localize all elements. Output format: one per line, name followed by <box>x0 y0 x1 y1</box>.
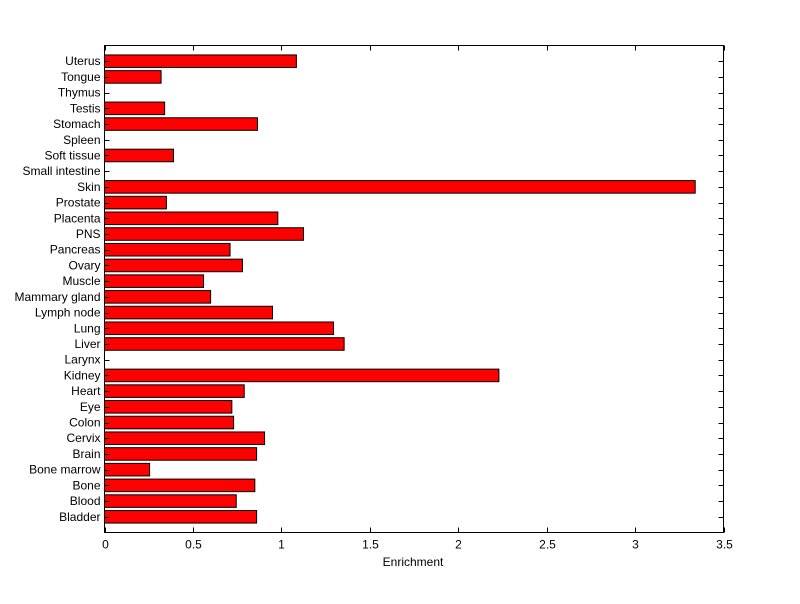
y-tick-label: Bone <box>72 478 100 492</box>
x-tick-label: 0 <box>102 538 109 552</box>
bar-cervix <box>104 431 266 446</box>
y-tick-label: Skin <box>77 180 100 194</box>
bar-bone <box>104 478 256 493</box>
y-tick-label: Pancreas <box>50 243 101 257</box>
y-tick-label: Spleen <box>63 133 100 147</box>
x-tick-label: 2.5 <box>539 538 556 552</box>
y-tick-label: Lung <box>74 321 101 335</box>
bar-blood <box>104 494 237 508</box>
x-tick-label: 1 <box>278 538 285 552</box>
x-tick-label: 3.5 <box>716 538 733 552</box>
bar-testis <box>104 101 166 116</box>
y-tick-label: Eye <box>80 400 101 414</box>
bar-placenta <box>104 211 279 226</box>
bar-kidney <box>104 368 500 383</box>
bar-bone-marrow <box>104 462 151 477</box>
y-tick-label: Soft tissue <box>44 148 100 162</box>
y-tick-label: Heart <box>71 384 101 398</box>
bar-soft-tissue <box>104 148 174 163</box>
y-tick-label: Lymph node <box>35 306 101 320</box>
bar-stomach <box>104 117 258 131</box>
bar-lung <box>104 321 335 336</box>
x-tick-label: 0.5 <box>185 538 202 552</box>
bar-liver <box>104 337 345 351</box>
bar-ovary <box>104 258 243 273</box>
y-tick-label: Kidney <box>64 368 101 382</box>
y-tick-label: Muscle <box>62 274 100 288</box>
bar-muscle <box>104 274 205 288</box>
y-tick-label: Cervix <box>66 431 100 445</box>
y-tick-label: Prostate <box>56 196 101 210</box>
y-tick-label: Small intestine <box>22 164 100 178</box>
bar-lymph-node <box>104 305 274 320</box>
y-tick-label: Placenta <box>54 211 101 225</box>
bar-mammary-gland <box>104 290 212 304</box>
y-tick-label: PNS <box>76 227 101 241</box>
bar-pns <box>104 227 304 241</box>
bar-eye <box>104 400 233 414</box>
bar-uterus <box>104 54 297 68</box>
x-axis-label: Enrichment <box>383 555 444 569</box>
y-tick-label: Bladder <box>59 510 100 524</box>
x-tick-label: 1.5 <box>362 538 379 552</box>
y-tick-label: Mammary gland <box>14 290 100 304</box>
y-tick-label: Larynx <box>64 353 100 367</box>
y-tick-label: Liver <box>74 337 100 351</box>
y-tick-label: Colon <box>69 416 100 430</box>
bar-colon <box>104 415 235 430</box>
y-tick-label: Uterus <box>65 54 100 68</box>
bar-heart <box>104 384 245 398</box>
y-tick-label: Blood <box>70 494 101 508</box>
bar-prostate <box>104 195 167 210</box>
bar-brain <box>104 447 258 461</box>
y-tick-label: Tongue <box>61 70 101 84</box>
y-tick-label: Ovary <box>68 258 100 272</box>
y-tick-label: Testis <box>70 101 101 115</box>
x-tick-label: 3 <box>632 538 639 552</box>
bar-skin <box>104 180 696 194</box>
y-tick-label: Brain <box>72 447 100 461</box>
y-tick-label: Stomach <box>53 117 100 131</box>
bar-bladder <box>104 510 258 524</box>
bar-tongue <box>104 70 162 84</box>
y-tick-label: Bone marrow <box>29 463 101 477</box>
plot-frame <box>104 45 724 533</box>
y-tick-label: Thymus <box>58 86 101 100</box>
x-tick-label: 2 <box>455 538 462 552</box>
bar-pancreas <box>104 242 231 257</box>
